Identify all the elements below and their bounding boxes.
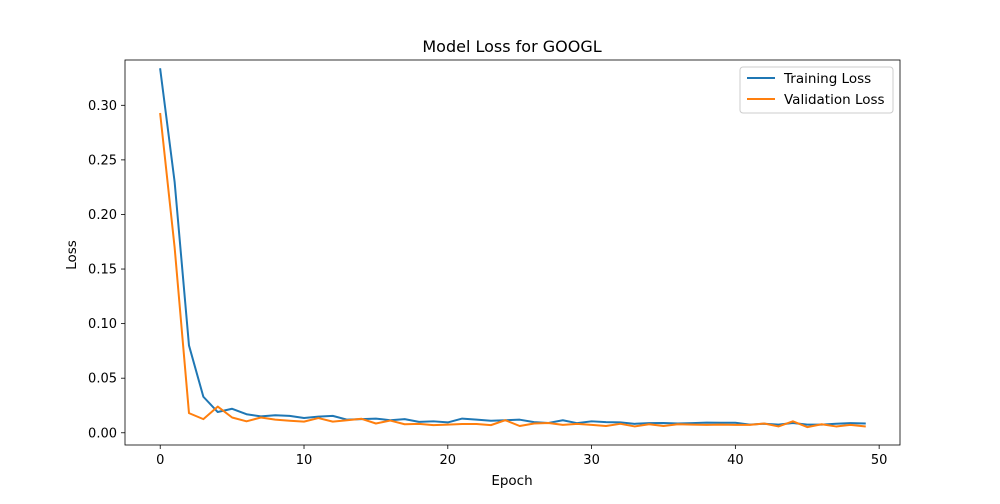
y-axis-ticks: 0.00 0.05 0.10 0.15 0.20 0.25 0.30 bbox=[88, 99, 125, 441]
x-tick-label: 10 bbox=[296, 453, 313, 468]
x-tick-label: 20 bbox=[440, 453, 457, 468]
y-tick-label: 0.10 bbox=[88, 317, 117, 332]
series-layer bbox=[159, 68, 866, 429]
y-tick-label: 0.00 bbox=[88, 426, 117, 441]
y-tick-label: 0.25 bbox=[88, 153, 117, 168]
y-tick-label: 0.15 bbox=[88, 263, 117, 278]
x-tick-label: 0 bbox=[156, 453, 164, 468]
y-tick-label: 0.05 bbox=[88, 372, 117, 387]
legend-box bbox=[739, 66, 894, 114]
y-tick-label: 0.20 bbox=[88, 208, 117, 223]
chart-title: Model Loss for GOOGL bbox=[422, 37, 601, 56]
series-line-validation-loss bbox=[159, 112, 866, 429]
x-tick-label: 40 bbox=[727, 453, 744, 468]
x-tick-label: 30 bbox=[583, 453, 600, 468]
axes-frame bbox=[124, 59, 901, 446]
y-tick-label: 0.30 bbox=[88, 99, 117, 114]
x-tick-label: 50 bbox=[871, 453, 888, 468]
legend-label-training-loss: Training Loss bbox=[783, 71, 871, 87]
y-axis-label: Loss bbox=[64, 240, 80, 270]
x-axis-label: Epoch bbox=[491, 473, 532, 489]
legend: Training Loss Validation Loss bbox=[739, 66, 894, 114]
legend-label-validation-loss: Validation Loss bbox=[784, 92, 885, 108]
x-axis-ticks: 0 10 20 30 40 50 bbox=[156, 445, 887, 468]
